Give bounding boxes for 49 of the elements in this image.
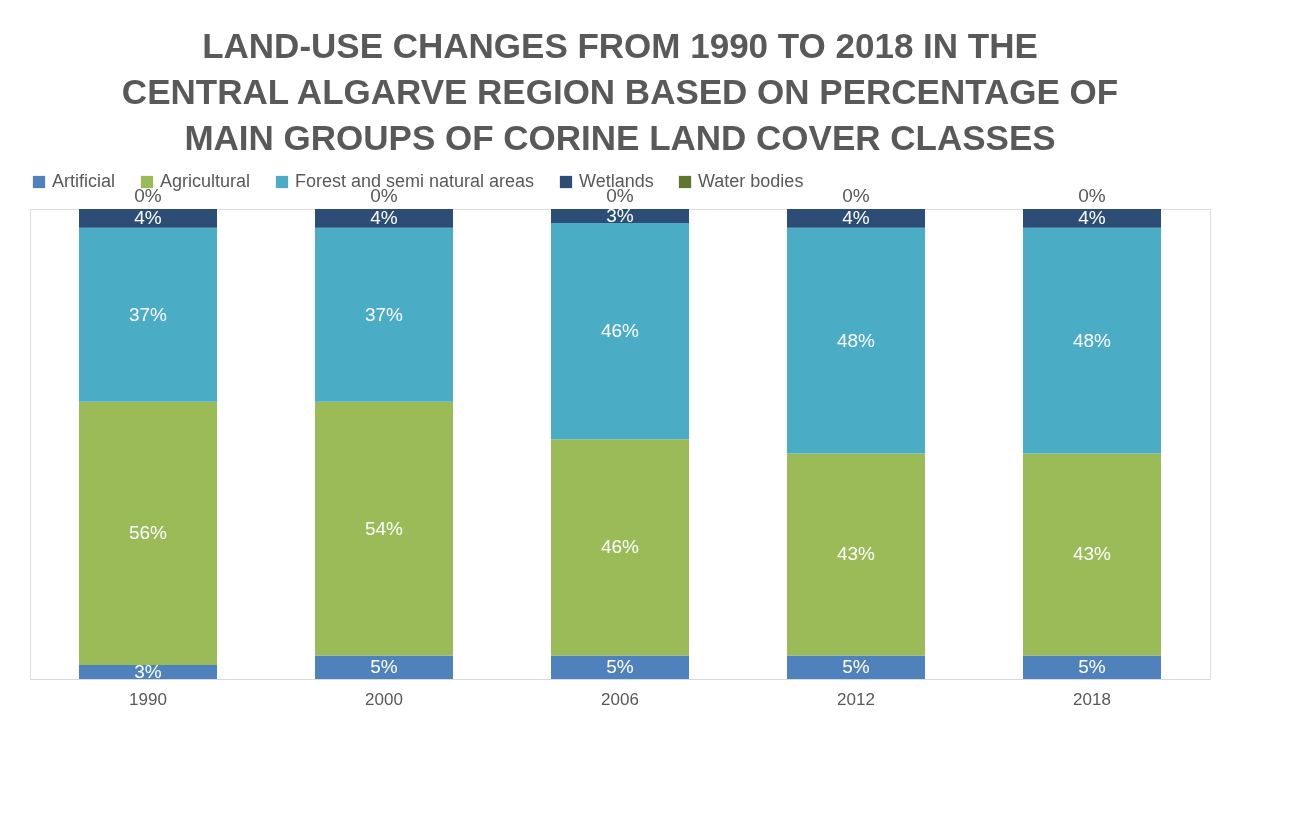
data-label: 48% bbox=[1072, 329, 1112, 351]
legend-label: Agricultural bbox=[160, 171, 251, 191]
data-label: 43% bbox=[1072, 543, 1112, 565]
bar bbox=[551, 439, 689, 656]
data-label: 5% bbox=[1078, 656, 1106, 678]
x-tick-label: 2000 bbox=[365, 689, 403, 709]
x-tick-label: 2006 bbox=[601, 689, 639, 709]
data-label: 0% bbox=[842, 185, 870, 206]
data-label: 0% bbox=[1078, 185, 1106, 206]
bar bbox=[1023, 227, 1161, 454]
bar bbox=[551, 655, 689, 679]
data-label: 3% bbox=[606, 205, 634, 227]
bar bbox=[1023, 655, 1161, 679]
data-label: 46% bbox=[600, 320, 640, 342]
bar bbox=[787, 655, 925, 679]
bar bbox=[315, 227, 453, 402]
bar bbox=[79, 227, 217, 402]
data-label: 4% bbox=[370, 207, 398, 229]
bar bbox=[315, 209, 453, 228]
chart-title: LAND-USE CHANGES FROM 1990 TO 2018 IN THE CENTRAL ALGARVE REGION BASED ON PERCENTAGE OF MAIN GROUPS OF CORINE LAND COVER CLASSES bbox=[121, 26, 1119, 157]
bar bbox=[1023, 209, 1161, 228]
data-label: 48% bbox=[836, 329, 876, 351]
data-label: 5% bbox=[842, 656, 870, 678]
data-label: 5% bbox=[370, 656, 398, 678]
bar bbox=[787, 209, 925, 228]
data-label: 5% bbox=[606, 656, 634, 678]
x-tick-label: 1990 bbox=[129, 689, 167, 709]
data-label: 54% bbox=[364, 517, 404, 539]
bar bbox=[315, 401, 453, 656]
bar bbox=[787, 453, 925, 656]
data-label: 56% bbox=[128, 522, 168, 544]
legend-label: Artificial bbox=[52, 171, 116, 191]
data-label: 3% bbox=[134, 660, 162, 682]
bar bbox=[1023, 453, 1161, 656]
bar bbox=[787, 227, 925, 454]
data-label: 37% bbox=[364, 303, 404, 325]
x-tick-label: 2012 bbox=[837, 689, 875, 709]
data-label: 4% bbox=[842, 207, 870, 229]
data-label: 4% bbox=[1078, 207, 1106, 229]
data-label: 43% bbox=[836, 543, 876, 565]
bar bbox=[79, 401, 217, 665]
bar bbox=[551, 223, 689, 440]
x-tick-label: 2018 bbox=[1073, 689, 1111, 709]
data-label: 46% bbox=[600, 536, 640, 558]
bar bbox=[315, 655, 453, 679]
data-label: 4% bbox=[134, 207, 162, 229]
bar bbox=[79, 209, 217, 228]
data-label: 37% bbox=[128, 303, 168, 325]
legend-label: Water bodies bbox=[698, 171, 804, 191]
